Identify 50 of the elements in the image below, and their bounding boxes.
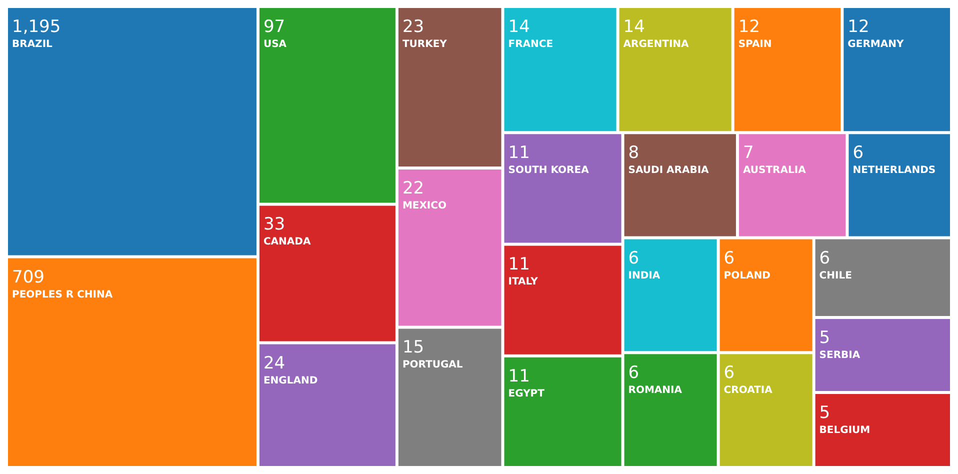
data-label: 15 — [402, 338, 424, 358]
data-label: 24 — [263, 353, 286, 374]
category-label: GERMANY — [848, 39, 904, 50]
category-label: SPAIN — [738, 39, 772, 50]
data-label: 11 — [508, 366, 530, 386]
data-label: 12 — [848, 17, 870, 37]
category-label: ROMANIA — [628, 385, 682, 396]
data-label: 5 — [819, 328, 830, 348]
data-label: 8 — [628, 143, 640, 164]
category-label: POLAND — [724, 270, 770, 282]
data-label: 33 — [263, 214, 286, 235]
data-label: 6 — [724, 363, 735, 384]
category-label: TURKEY — [402, 39, 448, 50]
category-label: SERBIA — [819, 350, 860, 361]
category-label: CHILE — [819, 270, 852, 282]
category-label: ITALY — [508, 276, 539, 288]
data-label: 6 — [628, 363, 640, 384]
data-label: 5 — [819, 402, 830, 423]
category-label: PORTUGAL — [402, 360, 464, 371]
category-label: SOUTH KOREA — [508, 165, 590, 176]
data-label: 23 — [402, 17, 424, 37]
data-label: 6 — [819, 248, 830, 268]
category-label: NETHERLANDS — [852, 165, 936, 176]
category-label: FRANCE — [508, 39, 554, 50]
data-label: 6 — [628, 248, 640, 268]
data-label: 11 — [508, 143, 530, 164]
data-label: 7 — [742, 143, 754, 164]
category-label: SAUDI ARABIA — [628, 165, 710, 176]
category-label: ARGENTINA — [623, 39, 690, 50]
category-label: CANADA — [263, 236, 311, 248]
data-label: 709 — [12, 267, 44, 288]
category-label: ENGLAND — [263, 375, 318, 386]
category-label: AUSTRALIA — [742, 165, 806, 176]
category-label: BELGIUM — [819, 424, 870, 436]
category-label: USA — [263, 39, 287, 50]
category-label: CROATIA — [724, 385, 773, 396]
category-label: EGYPT — [508, 388, 545, 400]
data-label: 12 — [738, 17, 760, 37]
data-label: 11 — [508, 254, 530, 275]
data-label: 6 — [724, 248, 735, 268]
category-label: BRAZIL — [12, 39, 54, 50]
data-label: 22 — [402, 178, 424, 199]
data-label: 6 — [852, 143, 864, 164]
data-label: 1,195 — [12, 17, 61, 37]
category-label: PEOPLES R CHINA — [12, 289, 113, 300]
data-label: 14 — [508, 17, 530, 37]
data-label: 97 — [263, 17, 286, 37]
category-label: MEXICO — [402, 200, 446, 212]
category-label: INDIA — [628, 270, 660, 282]
data-label: 14 — [623, 17, 645, 37]
